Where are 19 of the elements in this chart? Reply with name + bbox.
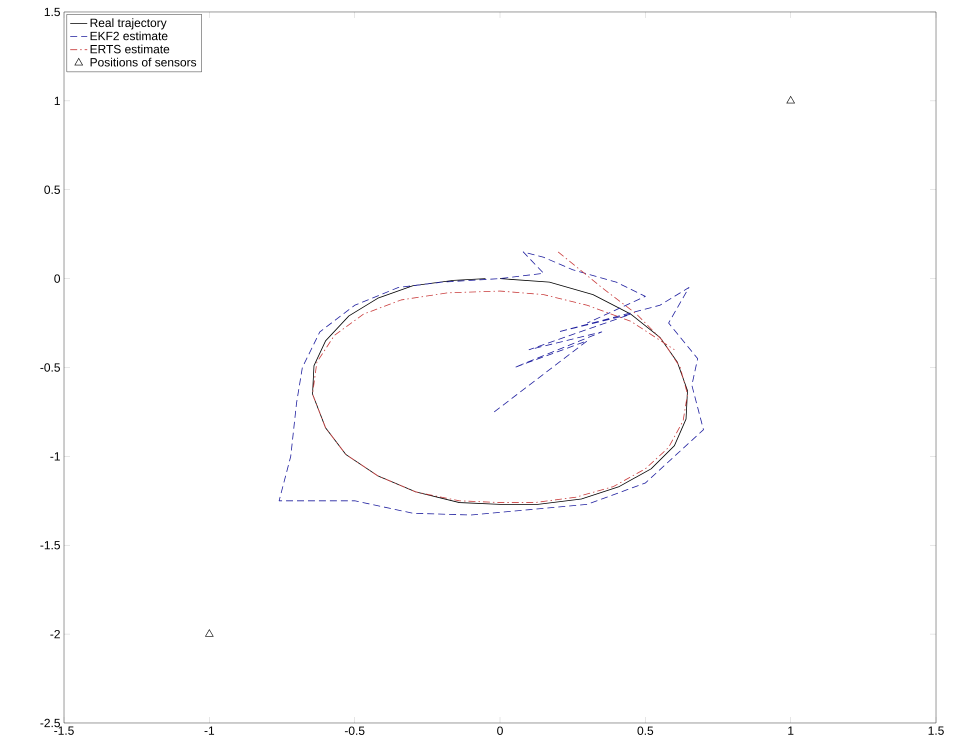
legend-label: ERTS estimate [90,44,170,54]
y-tick-label: -2 [50,630,60,638]
y-tick-label: 0.5 [44,186,60,194]
legend-label: Real trajectory [90,18,167,30]
x-tick-label: -0.5 [344,726,364,735]
legend-label: Positions of sensors [90,58,196,67]
y-tick-label: 1.5 [44,8,60,16]
x-tick-label: 1 [788,726,794,735]
x-tick-label: -1 [204,726,214,735]
y-tick-label: 1 [54,96,60,105]
x-tick-label: 0 [497,726,503,735]
x-tick-label: 1.5 [928,726,944,735]
y-tick-label: 0 [54,274,60,283]
legend-label: EKF2 estimate [90,31,168,40]
y-tick-label: -1 [50,452,60,460]
x-tick-label: 0.5 [638,726,654,735]
y-tick-label: -2.5 [40,718,60,728]
y-tick-label: -1.5 [40,541,60,550]
y-tick-label: -0.5 [40,363,60,372]
